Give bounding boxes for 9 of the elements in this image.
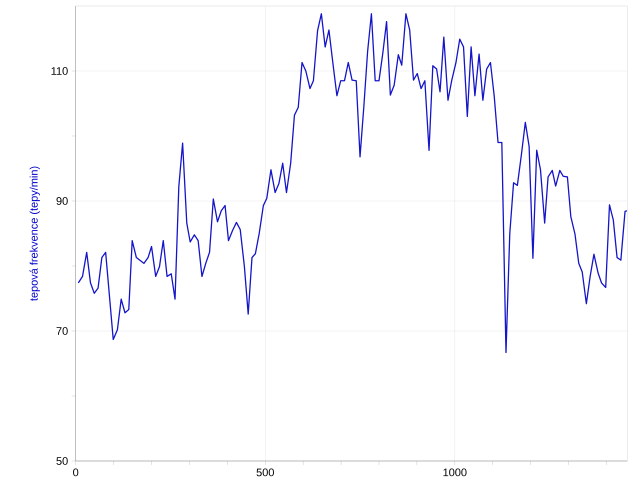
x-tick-label: 1000 [443, 468, 467, 476]
y-axis-title: tepová frekvence (tepy/min) [30, 166, 40, 301]
y-tick-label: 70 [56, 327, 68, 335]
y-tick-label: 90 [56, 197, 68, 205]
x-tick-label: 0 [73, 468, 78, 476]
line-series [78, 13, 628, 354]
y-tick-label: 50 [56, 457, 68, 465]
y-tick-label: 110 [52, 67, 68, 75]
x-tick-label: 500 [256, 468, 274, 476]
